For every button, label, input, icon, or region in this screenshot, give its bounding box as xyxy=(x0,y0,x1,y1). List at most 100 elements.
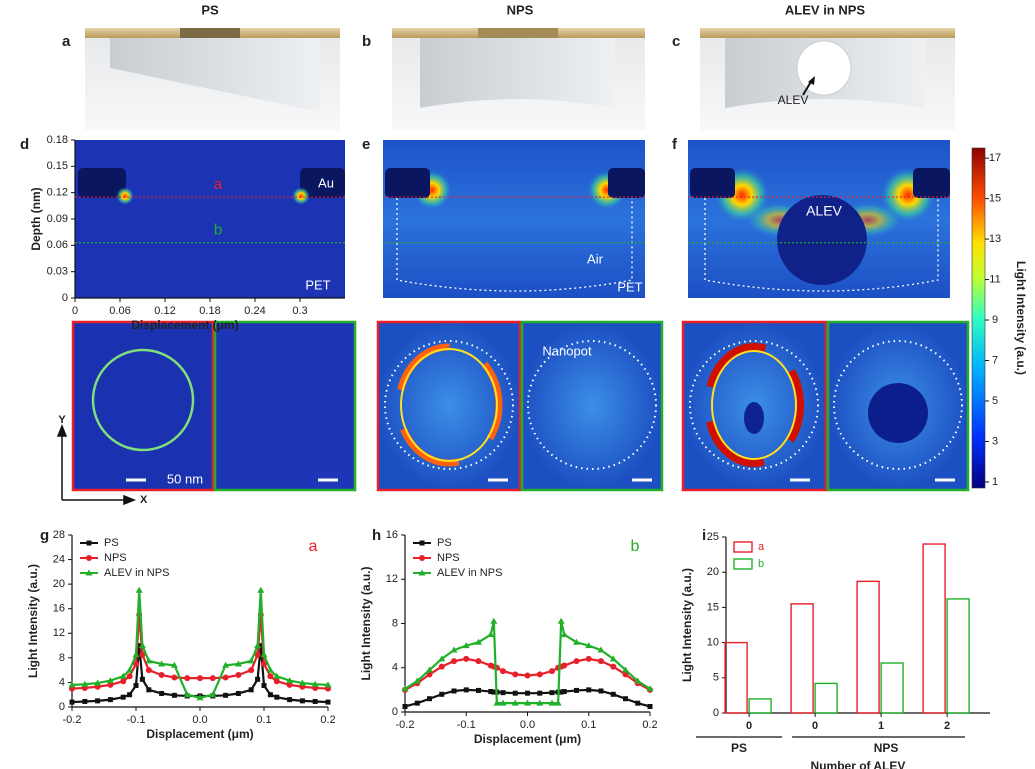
series-marker xyxy=(451,688,457,694)
series-marker xyxy=(634,677,642,684)
series-marker xyxy=(450,646,458,653)
series-marker xyxy=(234,660,242,667)
x-tick-label: 0.12 xyxy=(154,305,175,317)
x-tick-label: 0.0 xyxy=(192,714,207,726)
series-marker xyxy=(311,680,319,687)
series-marker xyxy=(254,651,261,658)
panel-letter: g xyxy=(40,527,49,544)
series-marker xyxy=(254,642,262,649)
series-marker xyxy=(235,690,241,696)
series-marker xyxy=(266,666,274,673)
x-tick-label: -0.1 xyxy=(127,714,146,726)
x-axis-label: Displacement (μm) xyxy=(131,318,238,332)
panel-letter: d xyxy=(20,136,29,153)
y-tick-label: 25 xyxy=(707,531,719,543)
series-marker xyxy=(491,689,497,695)
series-marker xyxy=(255,676,261,682)
x-tick-label: 0.24 xyxy=(244,305,265,317)
series-marker xyxy=(126,673,133,680)
series-marker xyxy=(490,617,498,624)
series-marker xyxy=(197,675,203,682)
series-marker xyxy=(438,655,446,662)
y-tick-label: 10 xyxy=(707,637,719,649)
series-marker xyxy=(145,657,153,664)
axis-arrow-label: Y xyxy=(58,414,66,426)
y-tick-label: 20 xyxy=(53,578,65,590)
series-marker xyxy=(299,698,305,704)
series-marker xyxy=(558,689,564,695)
series-marker xyxy=(561,662,568,669)
series-marker xyxy=(598,658,604,665)
series-marker xyxy=(127,692,133,698)
series-marker xyxy=(248,667,255,674)
series-marker xyxy=(126,666,134,673)
x-tick-label: 0.3 xyxy=(292,305,307,317)
legend-label: a xyxy=(758,541,765,553)
series-marker xyxy=(120,694,126,700)
series-marker xyxy=(94,679,102,686)
column-title: NPS xyxy=(507,2,534,17)
series-marker xyxy=(610,691,616,697)
legend-label: NPS xyxy=(437,552,460,564)
series-marker xyxy=(475,658,482,665)
x-axis-label: Displacement (μm) xyxy=(474,732,581,746)
x-tick-label: 0.06 xyxy=(109,305,130,317)
colorbar-tick-label: 15 xyxy=(989,193,1001,205)
panel-letter: f xyxy=(672,136,678,153)
series-marker xyxy=(138,642,146,649)
legend-marker xyxy=(419,540,425,546)
series-marker xyxy=(451,658,457,665)
colorbar-tick-label: 1 xyxy=(992,476,998,488)
column-title: PS xyxy=(201,2,219,17)
series-marker xyxy=(158,672,165,679)
series-marker xyxy=(267,692,273,698)
series-marker xyxy=(427,696,432,702)
colorbar-tick-label: 17 xyxy=(989,152,1001,164)
y-tick-label: 12 xyxy=(53,627,65,639)
colorbar-tick-label: 3 xyxy=(992,435,998,447)
x-tick-label: 0.2 xyxy=(642,719,657,731)
series-marker xyxy=(426,666,433,673)
series-marker xyxy=(106,677,114,684)
y-tick-label: 4 xyxy=(59,676,65,688)
series-marker xyxy=(438,663,445,670)
x-tick-label: 0.2 xyxy=(320,714,335,726)
y-tick-label: 15 xyxy=(707,601,719,613)
series-marker xyxy=(196,694,204,701)
scale-label: 50 nm xyxy=(167,471,203,486)
series-marker xyxy=(261,661,267,667)
y-tick-label: 0 xyxy=(62,292,68,304)
series-marker xyxy=(68,681,76,688)
series-marker xyxy=(475,638,482,645)
callout: ALEV xyxy=(778,93,809,107)
series-marker xyxy=(493,699,501,706)
series-marker xyxy=(487,631,495,638)
annotation: a xyxy=(309,538,318,555)
series-marker xyxy=(476,687,481,693)
series-marker xyxy=(324,681,332,688)
annotation: b xyxy=(631,538,640,555)
column-title: ALEV in NPS xyxy=(785,2,866,17)
x-tick-label: 2 xyxy=(944,720,950,732)
x-tick-label: 0 xyxy=(746,720,752,732)
cut-line-label: a xyxy=(214,176,223,193)
series-marker xyxy=(646,685,654,692)
y-axis-label: Light Intensity (a.u.) xyxy=(359,567,373,681)
cut-line-label: b xyxy=(214,222,222,239)
group-label: NPS xyxy=(874,741,899,755)
series-marker xyxy=(120,678,127,685)
series-marker xyxy=(325,699,331,705)
series-marker xyxy=(573,638,580,645)
series-marker xyxy=(312,698,318,704)
bar xyxy=(724,641,748,714)
y-tick-label: 0 xyxy=(713,707,719,719)
series-marker xyxy=(273,672,281,679)
series-marker xyxy=(585,655,592,662)
series-marker xyxy=(598,688,604,694)
series-marker xyxy=(209,675,216,682)
legend-marker xyxy=(86,540,92,546)
series-marker xyxy=(401,685,409,692)
y-tick-label: 0.06 xyxy=(47,239,68,251)
series-marker xyxy=(183,691,191,698)
